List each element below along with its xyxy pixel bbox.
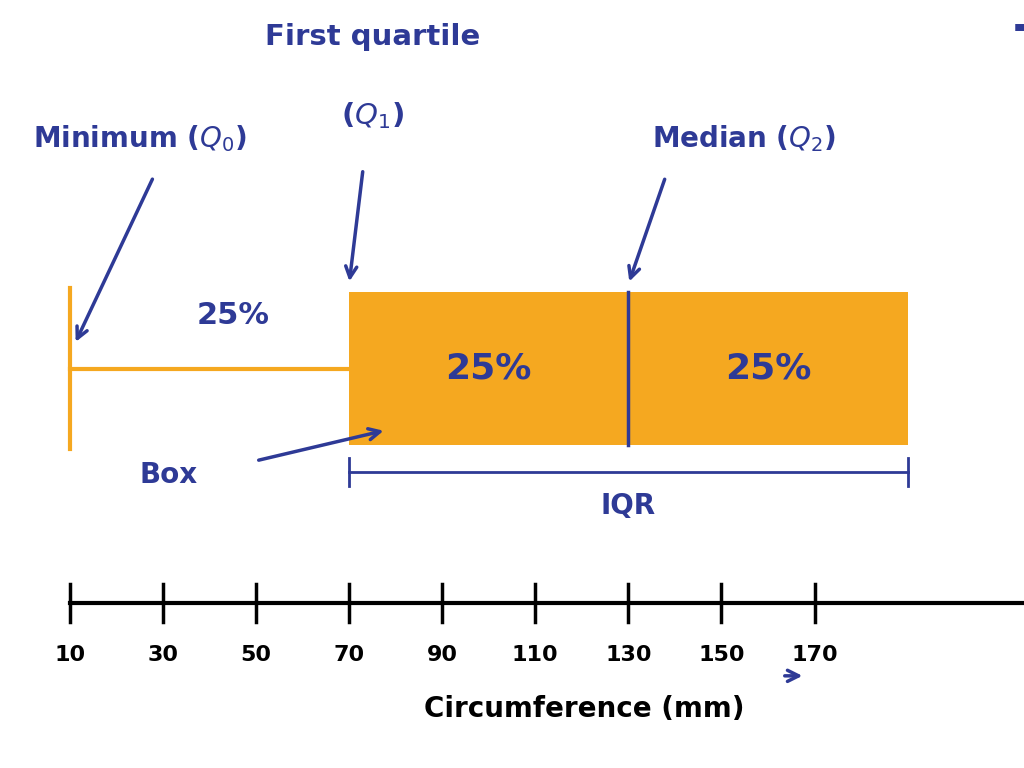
Text: Box: Box — [139, 461, 198, 488]
Text: Circumference (mm): Circumference (mm) — [424, 695, 744, 723]
Text: 170: 170 — [792, 645, 838, 665]
Text: 30: 30 — [147, 645, 178, 665]
Text: Minimum ($Q_0$): Minimum ($Q_0$) — [33, 123, 247, 154]
Text: 25%: 25% — [725, 352, 811, 386]
Text: 25%: 25% — [445, 352, 531, 386]
Text: ($Q_1$): ($Q_1$) — [341, 100, 403, 131]
Text: 110: 110 — [512, 645, 558, 665]
Text: 70: 70 — [334, 645, 365, 665]
Text: 130: 130 — [605, 645, 651, 665]
Text: First quartile: First quartile — [265, 23, 480, 51]
Text: 10: 10 — [54, 645, 85, 665]
Text: Th: Th — [1015, 23, 1024, 68]
Bar — [349, 292, 907, 445]
Text: 90: 90 — [427, 645, 458, 665]
Text: 50: 50 — [241, 645, 271, 665]
Text: Median ($Q_2$): Median ($Q_2$) — [651, 123, 836, 154]
Text: 25%: 25% — [197, 301, 269, 330]
Text: IQR: IQR — [601, 492, 656, 519]
Text: 150: 150 — [698, 645, 744, 665]
